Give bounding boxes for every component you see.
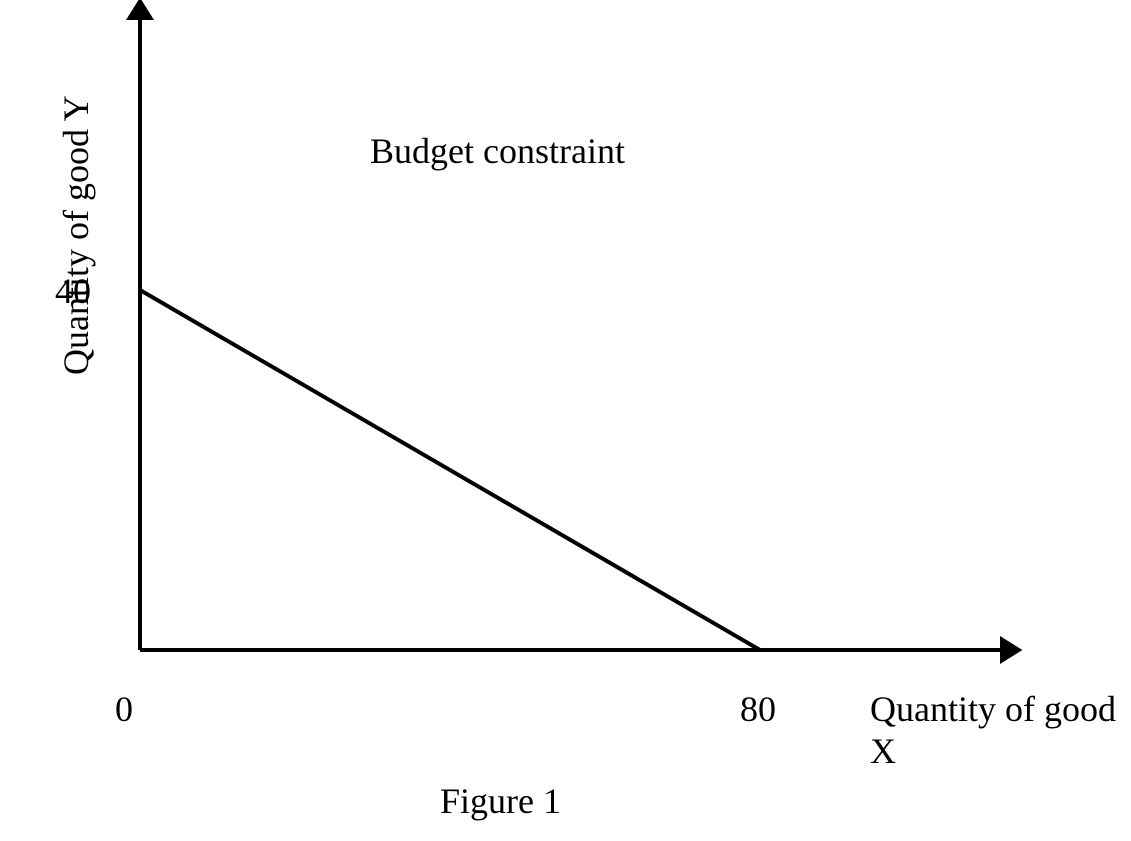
y-tick-label: 40: [55, 270, 91, 312]
y-axis-label: Quantity of good Y: [55, 95, 97, 375]
x-tick-label: 80: [740, 688, 776, 730]
x-axis-label: Quantity of good X: [870, 688, 1131, 772]
budget-constraint-chart: Quantity of good Y Quantity of good X 0 …: [0, 0, 1131, 841]
annotation-label: Budget constraint: [370, 130, 625, 172]
figure-caption: Figure 1: [440, 780, 561, 822]
origin-label: 0: [115, 688, 133, 730]
